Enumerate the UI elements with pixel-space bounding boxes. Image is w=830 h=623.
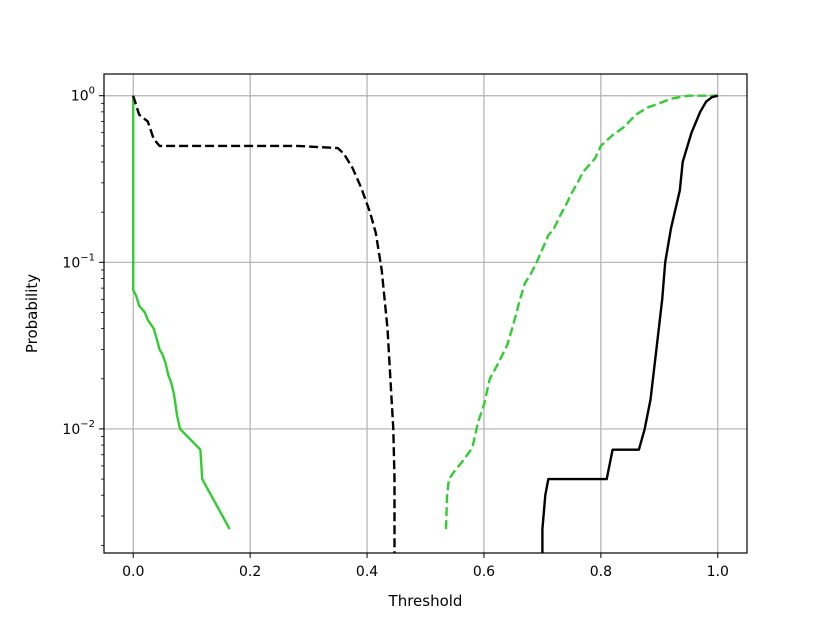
x-tick-label: 0.8 <box>590 564 612 580</box>
series-group <box>132 94 719 553</box>
series-line-3 <box>444 94 718 530</box>
y-tick-label: 10−1 <box>62 252 95 271</box>
y-axis-ticks: 100 10−1 10−2 <box>62 86 104 546</box>
x-tick-label: 1.0 <box>707 564 729 580</box>
x-tick-label: 0.4 <box>356 564 378 580</box>
series-line-1 <box>132 95 231 530</box>
x-tick-label: 0.2 <box>239 564 261 580</box>
plot-frame <box>103 73 748 554</box>
y-tick-label: 10−2 <box>62 419 95 438</box>
series-line-2 <box>132 95 396 553</box>
y-tick-label: 100 <box>71 86 95 105</box>
series-line-4 <box>541 94 719 553</box>
x-axis-label: Threshold <box>388 592 463 610</box>
x-tick-label: 0.0 <box>122 564 144 580</box>
grid <box>104 74 747 553</box>
x-tick-label: 0.6 <box>473 564 495 580</box>
y-axis-label: Probability <box>23 274 41 353</box>
x-axis-ticks: 0.0 0.2 0.4 0.6 0.8 1.0 <box>122 553 729 580</box>
